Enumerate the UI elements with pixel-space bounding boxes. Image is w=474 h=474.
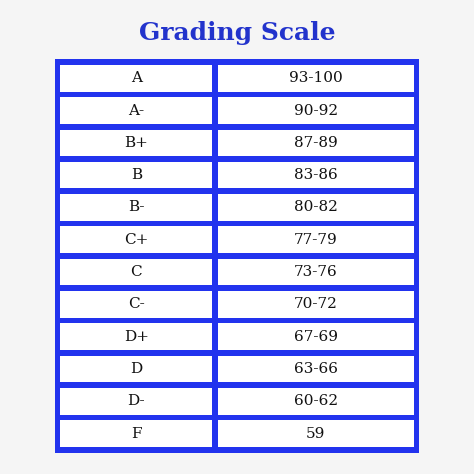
Text: A-: A- bbox=[128, 103, 144, 118]
Bar bbox=[218, 323, 414, 350]
Bar bbox=[60, 420, 212, 447]
Text: C-: C- bbox=[128, 297, 145, 311]
Bar bbox=[60, 97, 212, 124]
Bar bbox=[60, 388, 212, 415]
Text: B: B bbox=[131, 168, 142, 182]
Bar bbox=[60, 291, 212, 318]
Text: D-: D- bbox=[128, 394, 145, 409]
Bar bbox=[218, 129, 414, 156]
Text: C: C bbox=[130, 265, 142, 279]
Bar bbox=[60, 129, 212, 156]
Bar bbox=[60, 162, 212, 189]
Bar bbox=[218, 259, 414, 285]
Text: 70-72: 70-72 bbox=[294, 297, 338, 311]
Text: Grading Scale: Grading Scale bbox=[139, 21, 335, 46]
Bar bbox=[218, 227, 414, 253]
Text: 59: 59 bbox=[306, 427, 326, 441]
Text: 63-66: 63-66 bbox=[294, 362, 338, 376]
Bar bbox=[218, 420, 414, 447]
Bar bbox=[60, 259, 212, 285]
Bar bbox=[60, 194, 212, 221]
Bar bbox=[218, 388, 414, 415]
Text: D+: D+ bbox=[124, 330, 149, 344]
Text: 83-86: 83-86 bbox=[294, 168, 338, 182]
Bar bbox=[218, 194, 414, 221]
Bar bbox=[218, 162, 414, 189]
Bar bbox=[218, 65, 414, 91]
Text: 60-62: 60-62 bbox=[294, 394, 338, 409]
Text: 80-82: 80-82 bbox=[294, 201, 338, 215]
Bar bbox=[55, 59, 419, 453]
Text: D: D bbox=[130, 362, 142, 376]
Text: B+: B+ bbox=[124, 136, 148, 150]
Text: C+: C+ bbox=[124, 233, 148, 247]
Text: 73-76: 73-76 bbox=[294, 265, 338, 279]
Bar bbox=[60, 65, 212, 91]
Text: 67-69: 67-69 bbox=[294, 330, 338, 344]
Text: A: A bbox=[131, 71, 142, 85]
Bar bbox=[60, 227, 212, 253]
Bar bbox=[60, 356, 212, 383]
Bar bbox=[218, 97, 414, 124]
Bar bbox=[218, 356, 414, 383]
Bar bbox=[218, 291, 414, 318]
Bar bbox=[60, 323, 212, 350]
Text: 93-100: 93-100 bbox=[289, 71, 343, 85]
Text: F: F bbox=[131, 427, 141, 441]
Text: B-: B- bbox=[128, 201, 145, 215]
Text: 87-89: 87-89 bbox=[294, 136, 338, 150]
Text: 90-92: 90-92 bbox=[294, 103, 338, 118]
Text: 77-79: 77-79 bbox=[294, 233, 338, 247]
